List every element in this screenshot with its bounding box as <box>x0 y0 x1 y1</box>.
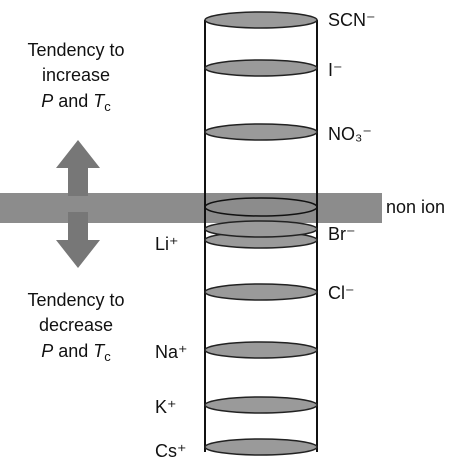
disk <box>204 396 318 414</box>
anion-label: NO₃⁻ <box>328 124 372 144</box>
bottom-label-line: Tendency to <box>27 290 124 310</box>
non-ion-plane <box>0 193 382 223</box>
plane-label: non ion <box>386 197 445 217</box>
cation-label: Li⁺ <box>155 234 179 254</box>
cation-label: Na⁺ <box>155 342 188 362</box>
bottom-label-line: decrease <box>39 315 113 335</box>
disk <box>204 59 318 77</box>
disks <box>204 11 318 456</box>
anion-label: I⁻ <box>328 60 343 80</box>
formula-part: and <box>53 91 93 111</box>
formula-part: c <box>104 349 111 364</box>
anion-label: Cl⁻ <box>328 283 355 303</box>
plane-section <box>204 197 318 217</box>
disk <box>204 123 318 141</box>
top-label-line: increase <box>42 65 110 85</box>
formula-part: P <box>41 91 53 111</box>
down-arrow <box>56 212 100 268</box>
top-label-formula: P and Tc <box>41 91 111 114</box>
anion-label: SCN⁻ <box>328 10 376 30</box>
disk <box>204 438 318 456</box>
formula-part: and <box>53 341 93 361</box>
formula-part: T <box>93 91 106 111</box>
disk <box>204 11 318 29</box>
cation-label: K⁺ <box>155 397 177 417</box>
anion-label: Br⁻ <box>328 224 356 244</box>
formula-part: T <box>93 341 106 361</box>
disk <box>204 341 318 359</box>
disk <box>204 220 318 238</box>
disk <box>204 283 318 301</box>
formula-part: c <box>104 99 111 114</box>
up-arrow <box>56 140 100 196</box>
formula-part: P <box>41 341 53 361</box>
top-label-line: Tendency to <box>27 40 124 60</box>
cation-label: Cs⁺ <box>155 441 187 461</box>
bottom-label-formula: P and Tc <box>41 341 111 364</box>
